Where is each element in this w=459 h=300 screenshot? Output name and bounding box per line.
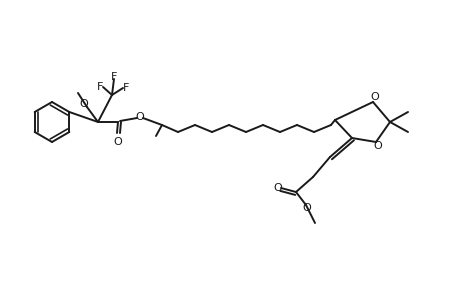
Text: F: F [123, 83, 129, 93]
Text: O: O [373, 141, 381, 151]
Text: O: O [273, 183, 282, 193]
Text: O: O [135, 112, 144, 122]
Text: O: O [302, 203, 311, 213]
Text: O: O [370, 92, 379, 102]
Text: F: F [96, 82, 103, 92]
Text: O: O [113, 137, 122, 147]
Text: O: O [79, 99, 88, 109]
Text: F: F [111, 72, 117, 82]
